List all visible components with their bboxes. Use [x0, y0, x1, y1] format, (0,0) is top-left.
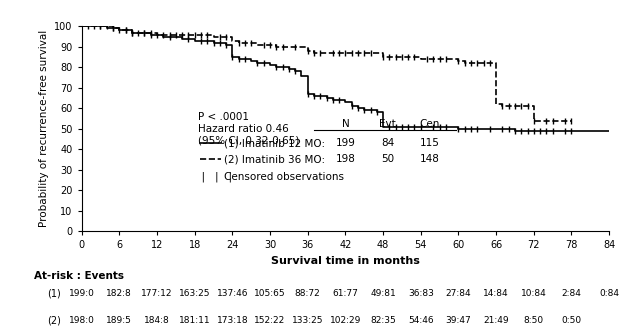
Text: 177:12: 177:12 — [141, 289, 173, 298]
X-axis label: Survival time in months: Survival time in months — [271, 255, 420, 266]
Text: (1) Imatinib 12 MO:: (1) Imatinib 12 MO: — [224, 138, 325, 148]
Text: 189:5: 189:5 — [106, 315, 133, 325]
Text: At-risk : Events: At-risk : Events — [34, 271, 124, 280]
Text: 36:83: 36:83 — [408, 289, 434, 298]
Text: 182:8: 182:8 — [106, 289, 133, 298]
Text: 10:84: 10:84 — [521, 289, 547, 298]
Text: Cen: Cen — [420, 119, 440, 129]
Text: Evt: Evt — [379, 119, 396, 129]
Text: Censored observations: Censored observations — [224, 172, 344, 182]
Text: 82:35: 82:35 — [370, 315, 396, 325]
Text: 84: 84 — [381, 138, 394, 148]
Text: (2): (2) — [47, 315, 61, 325]
Y-axis label: Probability of recurrence-free survival: Probability of recurrence-free survival — [39, 30, 49, 227]
Text: 21:49: 21:49 — [484, 315, 509, 325]
Text: 137:46: 137:46 — [217, 289, 248, 298]
Text: 148: 148 — [420, 154, 440, 164]
Text: P < .0001
Hazard ratio 0.46
(95% CI, 0.32-0.65): P < .0001 Hazard ratio 0.46 (95% CI, 0.3… — [198, 112, 299, 146]
Text: (2) Imatinib 36 MO:: (2) Imatinib 36 MO: — [224, 154, 325, 164]
Text: 61:77: 61:77 — [332, 289, 359, 298]
Text: 133:25: 133:25 — [292, 315, 323, 325]
Text: 50: 50 — [381, 154, 394, 164]
Text: 181:11: 181:11 — [179, 315, 210, 325]
Text: (1): (1) — [47, 289, 61, 299]
Text: 173:18: 173:18 — [217, 315, 248, 325]
Text: 27:84: 27:84 — [446, 289, 471, 298]
Text: 88:72: 88:72 — [295, 289, 321, 298]
Text: 199:0: 199:0 — [68, 289, 95, 298]
Text: 198: 198 — [335, 154, 355, 164]
Text: 199: 199 — [335, 138, 355, 148]
Text: 49:81: 49:81 — [370, 289, 396, 298]
Text: 105:65: 105:65 — [254, 289, 286, 298]
Text: 14:84: 14:84 — [484, 289, 509, 298]
Text: 8:50: 8:50 — [524, 315, 544, 325]
Text: 115: 115 — [420, 138, 440, 148]
Text: 152:22: 152:22 — [254, 315, 286, 325]
Text: 198:0: 198:0 — [68, 315, 95, 325]
Text: 0:84: 0:84 — [599, 289, 619, 298]
Text: 2:84: 2:84 — [561, 289, 582, 298]
Text: | | |: | | | — [200, 172, 234, 182]
Text: 0:50: 0:50 — [561, 315, 582, 325]
Text: 54:46: 54:46 — [408, 315, 433, 325]
Text: N: N — [342, 119, 349, 129]
Text: 39:47: 39:47 — [445, 315, 472, 325]
Text: 184:8: 184:8 — [144, 315, 170, 325]
Text: 102:29: 102:29 — [330, 315, 361, 325]
Text: 163:25: 163:25 — [179, 289, 210, 298]
